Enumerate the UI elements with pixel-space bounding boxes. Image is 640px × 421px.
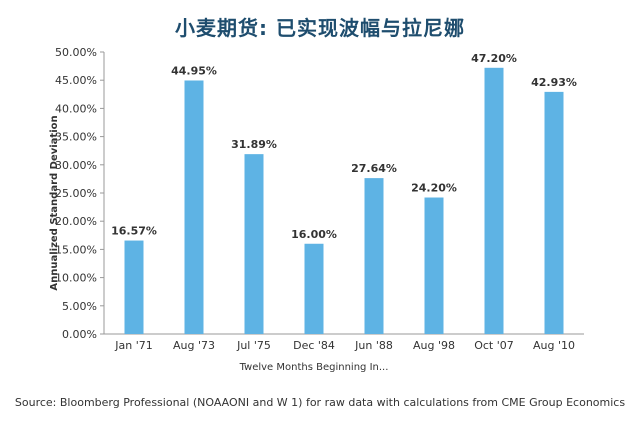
x-tick-label: Jan '71 (114, 339, 152, 352)
data-label: 31.89% (231, 138, 277, 151)
data-label: 24.20% (411, 182, 457, 195)
bar (304, 243, 324, 334)
y-axis-label: Annualized Standard Deviation (49, 115, 60, 290)
bar (184, 80, 204, 335)
x-tick-label: Dec '84 (293, 339, 335, 352)
data-label: 16.00% (291, 228, 337, 241)
y-tick-label: 45.00% (55, 74, 97, 87)
y-tick-label: 0.00% (62, 328, 97, 341)
data-label: 44.95% (171, 64, 217, 77)
y-tick-label: 35.00% (55, 131, 97, 144)
data-label: 47.20% (471, 52, 517, 65)
bar (124, 240, 144, 334)
y-tick-label: 40.00% (55, 102, 97, 115)
data-label: 27.64% (351, 162, 397, 175)
data-labels: 16.57% 44.95% 31.89% 16.00% 27.64% 24.20% 47.2… (111, 52, 577, 241)
source-note: Source: Bloomberg Professional (NOAAONI … (14, 396, 626, 409)
x-tick-labels: Jan '71 Aug '73 Jul '75 Dec '84 Jun '88 Aug '… (114, 339, 575, 352)
bar (544, 91, 564, 334)
x-tick-label: Oct '07 (474, 339, 514, 352)
chart-title: 小麦期货: 已实现波幅与拉尼娜 (175, 16, 465, 40)
data-label: 16.57% (111, 225, 157, 238)
y-tick-label: 20.00% (55, 215, 97, 228)
y-tick-label: 15.00% (55, 243, 97, 256)
bar (364, 178, 384, 334)
x-tick-label: Jul '75 (236, 339, 271, 352)
x-tick-label: Jun '88 (354, 339, 393, 352)
x-tick-label: Aug '73 (173, 339, 215, 352)
y-tick-label: 25.00% (55, 187, 97, 200)
x-tick-label: Aug '10 (533, 339, 575, 352)
y-tick-labels: 0.00% 5.00% 10.00% 15.00% 20.00% 25.00% 30.00%… (55, 46, 104, 341)
y-tick-label: 50.00% (55, 46, 97, 59)
data-label: 42.93% (531, 76, 577, 89)
y-tick-label: 10.00% (55, 272, 97, 285)
bar (484, 67, 504, 335)
bar (424, 197, 444, 334)
bar (244, 154, 264, 334)
x-tick-label: Aug '98 (413, 339, 455, 352)
y-tick-label: 30.00% (55, 159, 97, 172)
bars (124, 67, 564, 335)
y-tick-label: 5.00% (62, 300, 97, 313)
x-axis-label: Twelve Months Beginning In... (239, 362, 389, 373)
